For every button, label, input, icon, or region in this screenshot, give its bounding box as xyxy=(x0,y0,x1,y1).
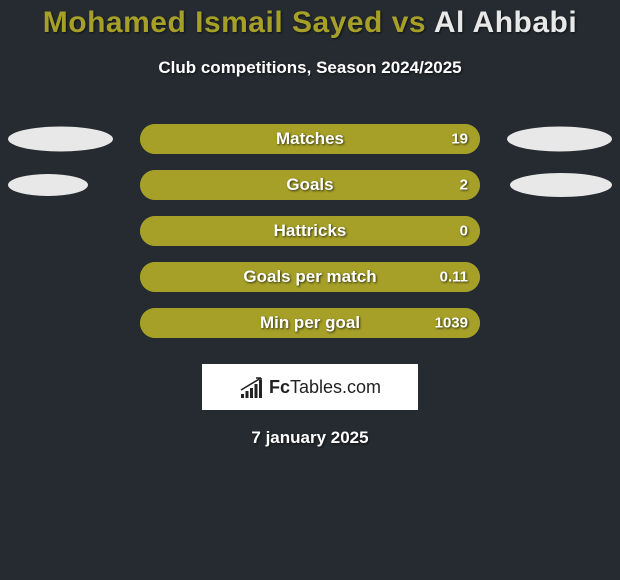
logo-prefix: Fc xyxy=(269,377,290,397)
player1-ellipse xyxy=(8,127,113,152)
logo-suffix: Tables.com xyxy=(290,377,381,397)
player2-ellipse xyxy=(507,127,612,152)
logo-box: FcTables.com xyxy=(202,364,418,410)
player1-ellipse xyxy=(8,174,88,196)
title-player2: Al Ahbabi xyxy=(434,6,577,39)
date-label: 7 january 2025 xyxy=(0,428,620,448)
stat-row: Min per goal 1039 xyxy=(0,300,620,346)
stat-label: Matches xyxy=(276,129,344,149)
stat-label: Min per goal xyxy=(260,313,360,333)
comparison-rows: Matches 19 Goals 2 Hattricks 0 Goals per match… xyxy=(0,116,620,346)
title-vs: vs xyxy=(383,6,434,39)
stat-label: Goals per match xyxy=(243,267,376,287)
bar-chart-icon xyxy=(239,376,265,398)
stat-bar: Goals 2 xyxy=(140,170,480,200)
stat-value: 2 xyxy=(460,177,468,194)
stat-bar: Min per goal 1039 xyxy=(140,308,480,338)
comparison-card: Mohamed Ismail Sayed vs Al Ahbabi Club c… xyxy=(0,0,620,448)
stat-bar: Matches 19 xyxy=(140,124,480,154)
stat-bar: Goals per match 0.11 xyxy=(140,262,480,292)
stat-label: Goals xyxy=(286,175,333,195)
stat-value: 19 xyxy=(451,131,468,148)
title-player1: Mohamed Ismail Sayed xyxy=(43,6,383,39)
subtitle: Club competitions, Season 2024/2025 xyxy=(0,58,620,78)
stat-label: Hattricks xyxy=(274,221,347,241)
stat-row: Goals 2 xyxy=(0,162,620,208)
player2-ellipse xyxy=(510,173,612,197)
stat-row: Matches 19 xyxy=(0,116,620,162)
page-title: Mohamed Ismail Sayed vs Al Ahbabi xyxy=(0,6,620,40)
stat-value: 0.11 xyxy=(440,269,468,286)
logo: FcTables.com xyxy=(239,376,381,398)
stat-value: 1039 xyxy=(435,315,468,332)
stat-row: Hattricks 0 xyxy=(0,208,620,254)
stat-bar: Hattricks 0 xyxy=(140,216,480,246)
stat-value: 0 xyxy=(460,223,468,240)
stat-row: Goals per match 0.11 xyxy=(0,254,620,300)
logo-text: FcTables.com xyxy=(269,377,381,398)
